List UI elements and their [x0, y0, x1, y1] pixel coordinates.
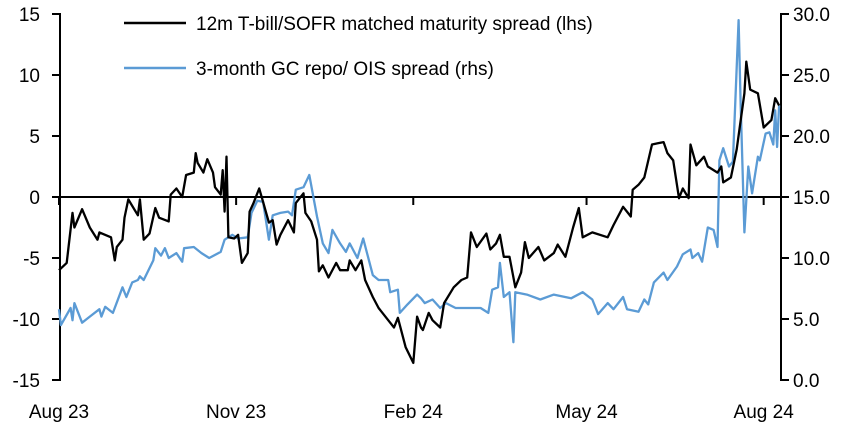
left-y-tick-label: -15: [13, 371, 40, 392]
right-y-tick-label: 0.0: [793, 371, 819, 392]
right-y-tick-label: 20.0: [793, 127, 830, 148]
left-y-tick-label: -5: [23, 249, 40, 270]
series-lines: [57, 18, 781, 365]
axes: 15 10 5 0 -5 -10 -15 30.0 25.0 20.0 15.0 10.0 5.0 0.0…: [13, 5, 830, 423]
right-y-tick-label: 25.0: [793, 66, 830, 87]
right-y-tick-label: 5.0: [793, 310, 819, 331]
legend-label-series-1: 3-month GC repo/ OIS spread (rhs): [196, 59, 494, 80]
left-y-tick-label: 5: [29, 127, 40, 148]
right-y-tick-label: 15.0: [793, 188, 830, 209]
left-y-tick-label: -10: [13, 310, 40, 331]
legend-label-series-0: 12m T-bill/SOFR matched maturity spread …: [196, 14, 593, 35]
x-tick-label: Aug 23: [29, 402, 89, 423]
x-tick-label: Nov 23: [206, 402, 266, 423]
legend: 12m T-bill/SOFR matched maturity spread …: [124, 14, 593, 80]
x-tick-label: May 24: [555, 402, 618, 423]
series-line-0: [58, 60, 781, 365]
right-y-tick-label: 10.0: [793, 249, 830, 270]
left-y-tick-label: 10: [19, 66, 40, 87]
right-y-tick-label: 30.0: [793, 5, 830, 26]
left-y-tick-label: 15: [19, 5, 40, 26]
left-y-tick-label: 0: [29, 188, 40, 209]
x-tick-label: Aug 24: [734, 402, 795, 423]
x-tick-label: Feb 24: [384, 402, 444, 423]
series-line-1: [57, 18, 781, 344]
